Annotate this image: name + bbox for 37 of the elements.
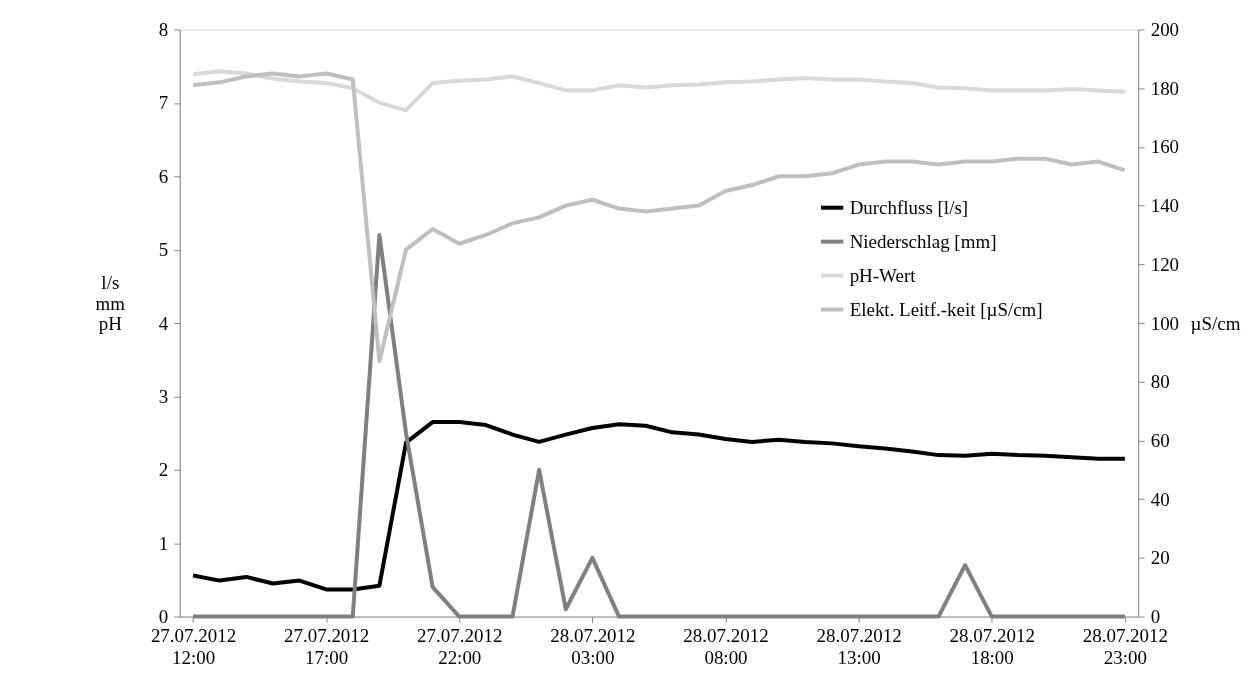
x-tick-label: 28.07.2012 13:00 [816, 625, 902, 668]
y2-tick-label: 0 [1150, 606, 1161, 628]
y2-tick-label: 200 [1150, 18, 1180, 40]
y2-tick-label: 180 [1150, 77, 1180, 99]
y-tick-label: 3 [158, 385, 169, 407]
y2-tick-label: 60 [1150, 429, 1170, 451]
x-tick-label: 27.07.2012 22:00 [417, 625, 503, 668]
x-tick-label: 27.07.2012 12:00 [150, 625, 237, 668]
x-tick-label: 28.07.2012 03:00 [550, 625, 636, 668]
y2-tick-label: 40 [1150, 488, 1170, 510]
y-tick-label: 1 [158, 532, 169, 554]
line-series [191, 71, 1127, 364]
y2-tick-label: 20 [1150, 547, 1170, 569]
y2-tick-label: 100 [1150, 312, 1180, 334]
line-series [191, 420, 1127, 592]
y-tick-label: 4 [158, 312, 169, 334]
x-tick-label: 28.07.2012 08:00 [683, 625, 769, 668]
x-tick-label: 28.07.2012 18:00 [949, 625, 1035, 668]
legend-label: Niederschlag [mm] [849, 230, 997, 252]
legend-label: Elekt. Leitf.-keit [µS/cm] [849, 298, 1043, 320]
line-series [191, 69, 1127, 113]
y-tick-label: 6 [158, 165, 169, 187]
legend-label: pH-Wert [849, 264, 917, 286]
y-tick-label: 8 [158, 18, 169, 40]
y-tick-label: 0 [158, 606, 169, 628]
x-tick-label: 27.07.2012 17:00 [284, 625, 370, 668]
y2-tick-label: 80 [1150, 371, 1170, 393]
y-tick-label: 2 [158, 459, 169, 481]
y2-tick-label: 160 [1150, 136, 1180, 158]
legend-label: Durchfluss [l/s] [849, 196, 969, 218]
y-tick-label: 7 [158, 92, 169, 114]
x-tick-label: 28.07.2012 23:00 [1082, 625, 1169, 668]
y-axis-title: l/s mm pH [95, 271, 126, 335]
y2-axis-title: µS/cm [1190, 312, 1241, 334]
y2-tick-label: 120 [1150, 253, 1180, 275]
y2-tick-label: 140 [1150, 195, 1180, 217]
y-tick-label: 5 [158, 239, 169, 261]
